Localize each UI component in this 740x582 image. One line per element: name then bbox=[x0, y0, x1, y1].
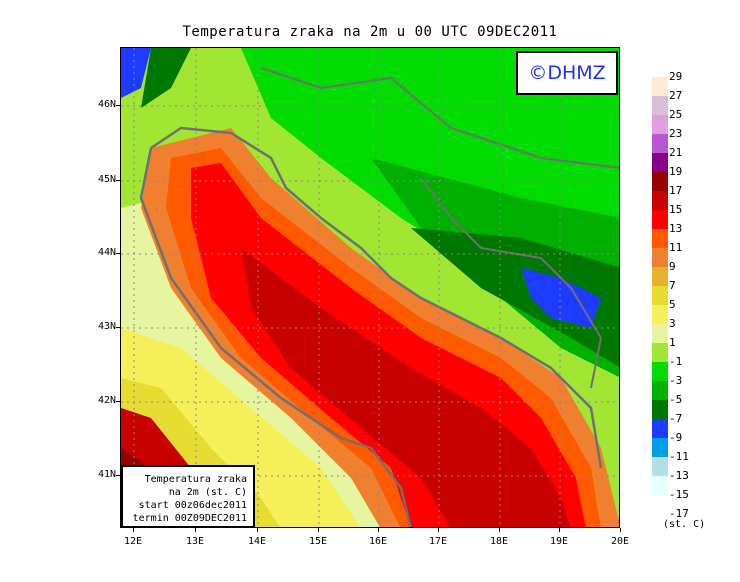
lat-tick bbox=[116, 180, 120, 181]
lat-tick bbox=[116, 475, 120, 476]
colorbar-label: 1 bbox=[669, 336, 676, 349]
italian-coastline bbox=[139, 147, 412, 527]
colorbar-swatch bbox=[652, 286, 668, 305]
lat-tick bbox=[116, 253, 120, 254]
colorbar-swatch bbox=[652, 381, 668, 400]
lat-label: 44N bbox=[97, 247, 116, 258]
lon-label: 15E bbox=[308, 536, 328, 547]
colorbar-label: 5 bbox=[669, 298, 676, 311]
freezing-zone bbox=[521, 268, 601, 328]
colorbar-label: -13 bbox=[669, 469, 689, 482]
lon-tick bbox=[195, 528, 196, 532]
colorbar-label: 21 bbox=[669, 146, 683, 159]
colorbar-swatch bbox=[652, 267, 668, 286]
lon-label: 20E bbox=[610, 536, 630, 547]
colorbar-label: 9 bbox=[669, 260, 676, 273]
lon-tick bbox=[257, 528, 258, 532]
coldest-green-zone bbox=[411, 228, 619, 367]
lat-tick bbox=[116, 401, 120, 402]
alps-green-zone bbox=[141, 48, 191, 108]
colorbar-label: -15 bbox=[669, 488, 689, 501]
colorbar-label: -5 bbox=[669, 393, 683, 406]
lon-tick bbox=[318, 528, 319, 532]
eastern-coastline bbox=[150, 126, 603, 469]
colorbar-swatch bbox=[652, 324, 668, 343]
lon-label: 19E bbox=[549, 536, 569, 547]
map-title: Temperatura zraka na 2m u 00 UTC 09DEC20… bbox=[182, 24, 558, 40]
colorbar-label: -9 bbox=[669, 431, 683, 444]
logo-text: ©DHMZ bbox=[528, 62, 606, 84]
colorbar-swatch bbox=[652, 153, 668, 172]
colorbar-label: 7 bbox=[669, 279, 676, 292]
colorbar-swatch bbox=[652, 96, 668, 115]
lon-tick bbox=[378, 528, 379, 532]
colorbar-swatch bbox=[652, 115, 668, 134]
colorbar-swatch bbox=[652, 210, 668, 229]
colorbar-swatch bbox=[652, 362, 668, 381]
colorbar-label: -11 bbox=[669, 450, 689, 463]
temperature-field bbox=[121, 48, 619, 527]
colorbar-label: 11 bbox=[669, 241, 683, 254]
lat-label: 46N bbox=[97, 99, 116, 110]
legend-box: Temperatura zraka na 2m (st. C) start 00… bbox=[121, 465, 255, 528]
lon-tick bbox=[133, 528, 134, 532]
lat-label: 43N bbox=[97, 321, 116, 332]
colorbar-swatch bbox=[652, 229, 668, 248]
lon-label: 18E bbox=[489, 536, 509, 547]
colorbar-label: 29 bbox=[669, 70, 683, 83]
lon-tick bbox=[559, 528, 560, 532]
legend-line: start 00z06dec2011 bbox=[138, 500, 247, 511]
lon-label: 16E bbox=[368, 536, 388, 547]
lon-label: 12E bbox=[123, 536, 143, 547]
graticule bbox=[121, 48, 619, 527]
colorbar-label: 23 bbox=[669, 127, 683, 140]
temperature-map bbox=[120, 47, 620, 528]
colorbar-label: -7 bbox=[669, 412, 683, 425]
colorbar-label: 3 bbox=[669, 317, 676, 330]
legend-line: termin 00Z09DEC2011 bbox=[132, 513, 247, 524]
lon-label: 17E bbox=[428, 536, 448, 547]
lat-tick bbox=[116, 327, 120, 328]
colorbar-label: -3 bbox=[669, 374, 683, 387]
colorbar-swatch bbox=[652, 248, 668, 267]
lat-tick bbox=[116, 105, 120, 106]
colorbar-swatch bbox=[652, 400, 668, 419]
colorbar-swatch bbox=[652, 476, 668, 495]
lon-tick bbox=[620, 528, 621, 532]
lat-label: 42N bbox=[97, 395, 116, 406]
colorbar-label: 13 bbox=[669, 222, 683, 235]
colorbar-label: 25 bbox=[669, 108, 683, 121]
alps-cold-zone bbox=[121, 48, 151, 98]
colorbar-swatch bbox=[652, 191, 668, 210]
colorbar-swatch bbox=[652, 457, 668, 476]
legend-line: Temperatura zraka bbox=[144, 474, 247, 485]
colorbar-label: -1 bbox=[669, 355, 683, 368]
lon-tick bbox=[438, 528, 439, 532]
northern-border bbox=[260, 67, 619, 169]
colorbar-label: 19 bbox=[669, 165, 683, 178]
colorbar-label: 15 bbox=[669, 203, 683, 216]
lon-label: 13E bbox=[185, 536, 205, 547]
colorbar-swatch bbox=[652, 77, 668, 96]
lon-tick bbox=[499, 528, 500, 532]
colorbar-swatch bbox=[652, 438, 668, 457]
lon-label: 14E bbox=[247, 536, 267, 547]
colorbar-label: 27 bbox=[669, 89, 683, 102]
colorbar-label: -17 bbox=[669, 507, 689, 520]
colorbar-swatch bbox=[652, 305, 668, 324]
colorbar-swatch bbox=[652, 172, 668, 191]
lat-label: 41N bbox=[97, 469, 116, 480]
colorbar-swatch bbox=[652, 419, 668, 438]
colorbar-label: 17 bbox=[669, 184, 683, 197]
colorbar-units: (st. C) bbox=[663, 519, 706, 530]
legend-line: na 2m (st. C) bbox=[168, 487, 247, 498]
adriatic-sea-hot bbox=[241, 248, 571, 527]
colorbar-swatch bbox=[652, 343, 668, 362]
lat-label: 45N bbox=[97, 174, 116, 185]
dhmz-logo: ©DHMZ bbox=[516, 51, 618, 95]
colorbar-swatch bbox=[652, 134, 668, 153]
bosnia-border bbox=[420, 177, 603, 389]
